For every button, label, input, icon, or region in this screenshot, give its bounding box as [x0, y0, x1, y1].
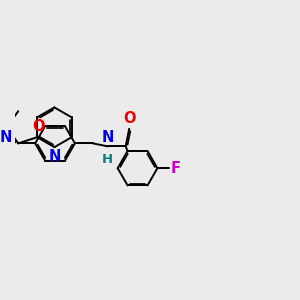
Text: N: N — [48, 149, 61, 164]
Text: F: F — [170, 161, 180, 176]
Text: N: N — [0, 130, 12, 145]
Text: O: O — [123, 111, 135, 126]
Text: O: O — [32, 119, 44, 134]
Text: H: H — [102, 153, 113, 166]
Text: N: N — [101, 130, 114, 145]
